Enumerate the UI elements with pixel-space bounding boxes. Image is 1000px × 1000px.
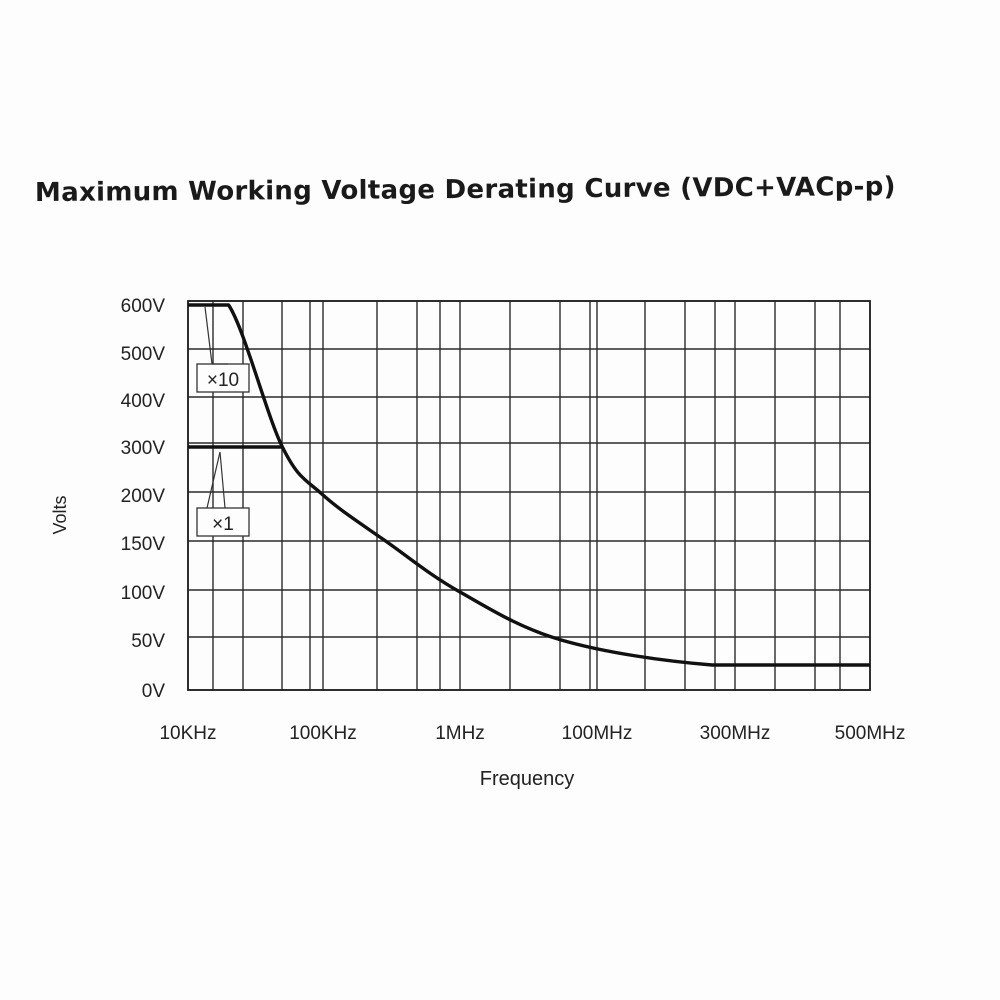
y-axis-ticks: 0V 50V 100V 150V 200V 300V 400V 500V 600V [121, 296, 166, 702]
annotation-box-x10 [196, 363, 250, 393]
y-tick-label: 100V [121, 583, 166, 604]
x-tick-label: 500MHz [835, 723, 906, 744]
x-tick-label: 1MHz [435, 723, 485, 744]
x-axis-ticks: 10KHz 100KHz 1MHz 100MHz 300MHz 500MHz [159, 723, 905, 744]
y-tick-label: 150V [121, 534, 166, 555]
grid [187, 300, 871, 691]
annotation-leader-x1 [206, 451, 221, 509]
annotations: ×10 ×1 [196, 306, 250, 537]
annotation-label-x10: ×10 [207, 370, 239, 391]
y-tick-label: 0V [142, 681, 166, 702]
y-tick-label: 600V [121, 296, 166, 317]
x-tick-label: 100MHz [562, 723, 633, 744]
x-tick-label: 100KHz [289, 723, 357, 744]
y-axis-label: Volts [50, 495, 70, 534]
curves [188, 303, 870, 667]
series-line-x10 [188, 303, 870, 667]
plot-border [187, 300, 871, 691]
annotation-leader-x1-b [219, 451, 226, 509]
annotation-label-x1: ×1 [212, 514, 234, 535]
annotation-box-x1 [196, 507, 250, 537]
x-tick-label: 10KHz [159, 723, 216, 744]
x-tick-label: 300MHz [700, 723, 771, 744]
annotation-leader-x10 [204, 306, 213, 365]
y-tick-label: 400V [121, 391, 166, 412]
y-tick-label: 50V [131, 631, 165, 652]
y-tick-label: 300V [121, 438, 166, 459]
y-tick-label: 200V [121, 486, 166, 507]
x-axis-label: Frequency [480, 768, 575, 790]
y-tick-label: 500V [121, 344, 166, 365]
